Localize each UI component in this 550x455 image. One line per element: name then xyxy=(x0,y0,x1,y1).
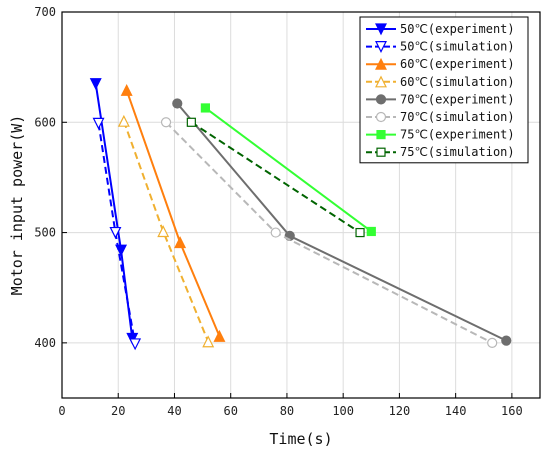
series-5 xyxy=(160,117,498,348)
y-tick-label: 700 xyxy=(34,5,56,19)
x-tick-label: 160 xyxy=(501,404,523,418)
legend-item: 60℃(simulation) xyxy=(366,75,515,89)
legend-marker xyxy=(376,130,386,140)
legend-label: 70℃(experiment) xyxy=(400,92,515,106)
data-point xyxy=(213,329,226,342)
legend-label: 60℃(experiment) xyxy=(400,57,515,71)
legend-item: 50℃(experiment) xyxy=(366,22,515,36)
series-2 xyxy=(120,83,226,342)
series-7 xyxy=(186,117,365,238)
data-point xyxy=(157,225,170,238)
data-point xyxy=(120,83,133,96)
data-point xyxy=(366,226,376,237)
x-tick-label: 40 xyxy=(167,404,181,418)
legend-item: 70℃(experiment) xyxy=(366,92,515,106)
legend-label: 50℃(experiment) xyxy=(400,22,515,36)
legend-item: 75℃(simulation) xyxy=(366,145,515,159)
plot-frame xyxy=(61,11,541,399)
y-tick-label: 600 xyxy=(34,115,56,129)
y-axis-title: Motor input power(W) xyxy=(8,115,26,296)
legend-label: 60℃(simulation) xyxy=(400,75,515,89)
legend: 50℃(experiment) 50℃(simulation) 60℃(experi… xyxy=(359,16,529,164)
data-point xyxy=(89,78,102,91)
x-tick-label: 60 xyxy=(223,404,237,418)
data-point xyxy=(202,335,215,348)
data-point xyxy=(501,335,512,346)
data-point xyxy=(355,227,365,238)
series-6 xyxy=(200,103,376,237)
series-4 xyxy=(172,98,512,346)
legend-item: 75℃(experiment) xyxy=(366,128,515,142)
ticks: 0 20 40 60 80 100 120 140 160 400 500 600 700 xyxy=(34,5,522,418)
data-point xyxy=(200,103,210,113)
series-3 xyxy=(117,114,215,348)
legend-item: 50℃(simulation) xyxy=(366,40,515,54)
legend-marker xyxy=(376,147,386,157)
legend-box xyxy=(359,16,529,164)
legend-label: 75℃(simulation) xyxy=(400,145,515,159)
data-point xyxy=(174,236,187,249)
series-layer xyxy=(89,78,512,351)
legend-label: 75℃(experiment) xyxy=(400,128,515,142)
legend-marker xyxy=(375,75,387,88)
data-point xyxy=(487,337,498,348)
series-1 xyxy=(92,117,142,351)
x-tick-label: 20 xyxy=(111,404,125,418)
data-point xyxy=(160,117,172,128)
x-tick-label: 0 xyxy=(58,404,65,418)
legend-marker xyxy=(375,57,387,70)
legend-marker xyxy=(375,23,387,36)
x-tick-label: 80 xyxy=(280,404,294,418)
x-tick-label: 100 xyxy=(332,404,354,418)
x-axis-title: Time(s) xyxy=(269,430,332,448)
legend-label: 50℃(simulation) xyxy=(400,40,515,54)
y-tick-label: 400 xyxy=(34,336,56,350)
legend-item: 70℃(simulation) xyxy=(366,110,515,124)
y-tick-label: 500 xyxy=(34,226,56,240)
data-point xyxy=(172,98,183,109)
data-point xyxy=(186,117,196,127)
data-point xyxy=(117,114,130,127)
series-line xyxy=(204,107,372,233)
legend-marker xyxy=(375,40,387,53)
x-tick-label: 140 xyxy=(445,404,467,418)
legend-marker xyxy=(375,94,387,105)
legend-marker xyxy=(375,111,387,123)
data-point xyxy=(129,338,142,351)
series-line xyxy=(122,120,210,343)
x-tick-label: 120 xyxy=(389,404,411,418)
legend-label: 70℃(simulation) xyxy=(400,110,515,124)
legend-item: 60℃(experiment) xyxy=(366,57,515,71)
data-point xyxy=(92,117,105,130)
data-point xyxy=(270,227,281,238)
series-line xyxy=(190,121,361,234)
data-point xyxy=(109,226,122,239)
